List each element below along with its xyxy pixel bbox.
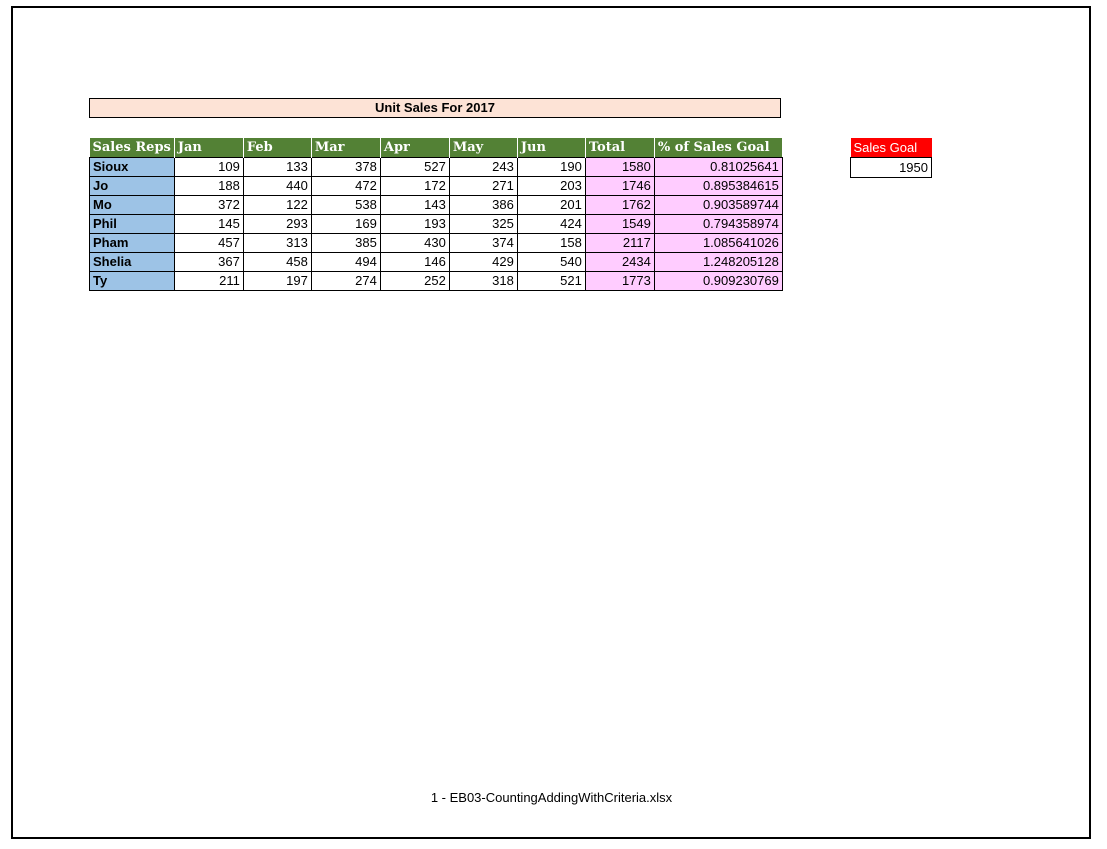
cell-total[interactable]: 1762 (584, 195, 655, 215)
cell-mar[interactable]: 169 (310, 214, 381, 234)
cell-jun[interactable]: 158 (516, 233, 586, 253)
header-may: May (448, 138, 518, 158)
table-row: Pham 457 313 385 430 374 158 2117 1.085641026 (89, 233, 783, 253)
cell-rep[interactable]: Jo (89, 176, 175, 196)
cell-apr[interactable]: 193 (379, 214, 450, 234)
header-sales-reps: Sales Reps (89, 138, 175, 158)
table-header-row: Sales Reps Jan Feb Mar Apr May Jun Total… (89, 138, 783, 158)
cell-may[interactable]: 271 (448, 176, 518, 196)
cell-feb[interactable]: 458 (242, 252, 312, 272)
cell-rep[interactable]: Ty (89, 271, 175, 291)
cell-jun[interactable]: 540 (516, 252, 586, 272)
table-row: Phil 145 293 169 193 325 424 1549 0.794358974 (89, 214, 783, 234)
cell-jun[interactable]: 521 (516, 271, 586, 291)
cell-may[interactable]: 318 (448, 271, 518, 291)
cell-feb[interactable]: 440 (242, 176, 312, 196)
cell-may[interactable]: 429 (448, 252, 518, 272)
header-apr: Apr (379, 138, 450, 158)
cell-feb[interactable]: 293 (242, 214, 312, 234)
cell-rep[interactable]: Mo (89, 195, 175, 215)
cell-jan[interactable]: 109 (173, 157, 244, 177)
cell-apr[interactable]: 146 (379, 252, 450, 272)
cell-apr[interactable]: 252 (379, 271, 450, 291)
cell-total[interactable]: 1580 (584, 157, 655, 177)
cell-may[interactable]: 374 (448, 233, 518, 253)
cell-total[interactable]: 1549 (584, 214, 655, 234)
sales-goal-label: Sales Goal (850, 138, 932, 158)
cell-total[interactable]: 2117 (584, 233, 655, 253)
cell-feb[interactable]: 133 (242, 157, 312, 177)
header-jan: Jan (173, 138, 244, 158)
cell-feb[interactable]: 197 (242, 271, 312, 291)
sales-goal-box: Sales Goal 1950 (850, 138, 932, 178)
cell-jan[interactable]: 372 (173, 195, 244, 215)
cell-jan[interactable]: 367 (173, 252, 244, 272)
cell-rep[interactable]: Phil (89, 214, 175, 234)
cell-rep[interactable]: Sioux (89, 157, 175, 177)
cell-pct[interactable]: 1.085641026 (653, 233, 783, 253)
cell-pct[interactable]: 0.895384615 (653, 176, 783, 196)
cell-jan[interactable]: 457 (173, 233, 244, 253)
sales-goal-value[interactable]: 1950 (850, 157, 932, 178)
cell-total[interactable]: 2434 (584, 252, 655, 272)
table-row: Mo 372 122 538 143 386 201 1762 0.903589744 (89, 195, 783, 215)
cell-feb[interactable]: 313 (242, 233, 312, 253)
cell-rep[interactable]: Shelia (89, 252, 175, 272)
cell-pct[interactable]: 0.794358974 (653, 214, 783, 234)
table-row: Jo 188 440 472 172 271 203 1746 0.895384615 (89, 176, 783, 196)
header-jun: Jun (516, 138, 586, 158)
cell-apr[interactable]: 143 (379, 195, 450, 215)
header-total: Total (584, 138, 655, 158)
cell-may[interactable]: 243 (448, 157, 518, 177)
cell-jun[interactable]: 203 (516, 176, 586, 196)
cell-jan[interactable]: 211 (173, 271, 244, 291)
cell-mar[interactable]: 494 (310, 252, 381, 272)
header-feb: Feb (242, 138, 312, 158)
cell-may[interactable]: 386 (448, 195, 518, 215)
cell-apr[interactable]: 172 (379, 176, 450, 196)
table-row: Shelia 367 458 494 146 429 540 2434 1.248205128 (89, 252, 783, 272)
cell-jun[interactable]: 424 (516, 214, 586, 234)
cell-mar[interactable]: 274 (310, 271, 381, 291)
sales-table: Sales Reps Jan Feb Mar Apr May Jun Total… (89, 138, 783, 291)
cell-pct[interactable]: 1.248205128 (653, 252, 783, 272)
cell-mar[interactable]: 472 (310, 176, 381, 196)
cell-jan[interactable]: 188 (173, 176, 244, 196)
cell-total[interactable]: 1746 (584, 176, 655, 196)
header-mar: Mar (310, 138, 381, 158)
header-pct-sales-goal: % of Sales Goal (653, 138, 783, 158)
page-footer: 1 - EB03-CountingAddingWithCriteria.xlsx (430, 790, 673, 805)
print-page (11, 6, 1091, 839)
cell-apr[interactable]: 527 (379, 157, 450, 177)
cell-mar[interactable]: 538 (310, 195, 381, 215)
cell-jan[interactable]: 145 (173, 214, 244, 234)
cell-mar[interactable]: 385 (310, 233, 381, 253)
table-row: Sioux 109 133 378 527 243 190 1580 0.81025641 (89, 157, 783, 177)
cell-pct[interactable]: 0.81025641 (653, 157, 783, 177)
cell-may[interactable]: 325 (448, 214, 518, 234)
cell-feb[interactable]: 122 (242, 195, 312, 215)
cell-jun[interactable]: 190 (516, 157, 586, 177)
cell-rep[interactable]: Pham (89, 233, 175, 253)
cell-pct[interactable]: 0.903589744 (653, 195, 783, 215)
cell-apr[interactable]: 430 (379, 233, 450, 253)
sheet-title: Unit Sales For 2017 (89, 98, 781, 118)
cell-jun[interactable]: 201 (516, 195, 586, 215)
table-row: Ty 211 197 274 252 318 521 1773 0.909230769 (89, 271, 783, 291)
cell-pct[interactable]: 0.909230769 (653, 271, 783, 291)
cell-mar[interactable]: 378 (310, 157, 381, 177)
cell-total[interactable]: 1773 (584, 271, 655, 291)
